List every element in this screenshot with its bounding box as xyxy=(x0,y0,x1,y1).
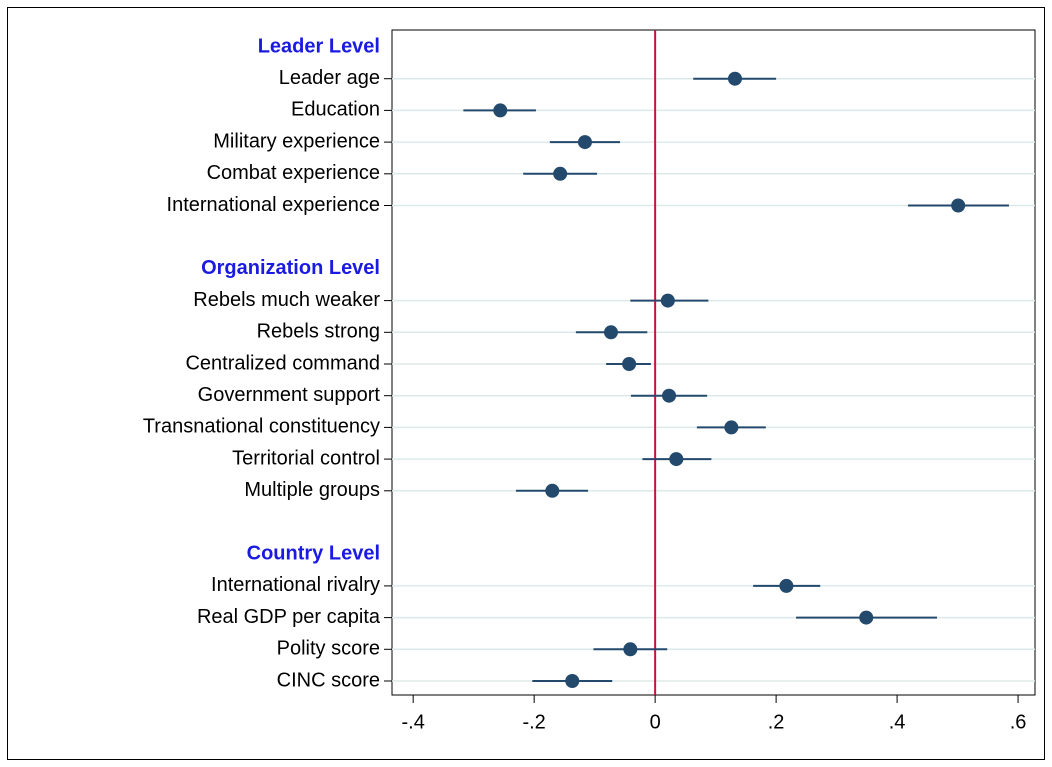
y-tick-label: Government support xyxy=(198,384,381,406)
y-tick-label: International experience xyxy=(167,194,380,216)
y-tick-label: Real GDP per capita xyxy=(197,606,381,628)
y-tick-label: Polity score xyxy=(277,638,380,660)
y-tick-label: Territorial control xyxy=(232,447,380,469)
point-estimate xyxy=(724,420,739,435)
point-estimate xyxy=(622,357,637,371)
point-estimate xyxy=(577,135,592,150)
plot-frame xyxy=(391,29,1036,696)
group-header: Organization Level xyxy=(201,257,380,279)
point-estimate xyxy=(779,578,794,593)
x-tick-label: 0 xyxy=(650,711,661,733)
y-tick-label: Multiple groups xyxy=(244,479,380,501)
x-tick-label: -.4 xyxy=(401,711,424,733)
point-estimate xyxy=(669,452,684,467)
point-estimate xyxy=(660,293,675,308)
x-tick-label: .6 xyxy=(1010,711,1027,733)
point-estimate xyxy=(951,198,966,213)
point-estimate xyxy=(545,483,560,498)
group-header: Leader Level xyxy=(258,35,380,57)
point-estimate xyxy=(859,610,874,625)
y-tick-label: International rivalry xyxy=(211,574,380,596)
point-estimate xyxy=(623,642,638,657)
point-estimate xyxy=(662,388,677,403)
point-estimate xyxy=(493,103,508,118)
x-tick-label: .2 xyxy=(768,711,785,733)
y-tick-label: Rebels much weaker xyxy=(193,289,380,311)
y-tick-label: CINC score xyxy=(277,669,380,691)
y-tick-label: Centralized command xyxy=(185,352,380,374)
point-estimate xyxy=(565,674,580,688)
x-tick-label: -.2 xyxy=(522,711,545,733)
y-tick-label: Leader age xyxy=(279,67,380,89)
y-tick-label: Education xyxy=(291,99,380,121)
y-tick-label: Rebels strong xyxy=(257,321,380,343)
group-header: Country Level xyxy=(247,542,380,564)
y-tick-label: Military experience xyxy=(213,130,380,152)
y-tick-label: Transnational constituency xyxy=(143,416,380,438)
y-tick-label: Combat experience xyxy=(207,162,380,184)
point-estimate xyxy=(727,71,742,86)
point-estimate xyxy=(603,325,618,340)
point-estimate xyxy=(553,166,568,181)
x-tick-label: .4 xyxy=(889,711,906,733)
